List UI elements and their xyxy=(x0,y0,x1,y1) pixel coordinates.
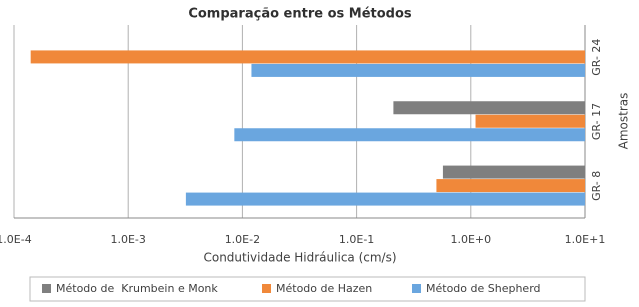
bar xyxy=(234,128,585,142)
x-tick-label: 1.0E-2 xyxy=(225,233,260,246)
x-tick-label: 1.0E-4 xyxy=(0,233,32,246)
y-tick-label: GR- 17 xyxy=(590,103,603,140)
x-axis-title: Condutividade Hidráulica (cm/s) xyxy=(203,251,396,265)
y-tick-label: GR- 8 xyxy=(590,171,603,201)
legend-swatch xyxy=(412,284,421,293)
y-tick-label: GR- 24 xyxy=(590,39,603,76)
legend-label: Método de Krumbein e Monk xyxy=(56,282,218,295)
x-tick-label: 1.0E+1 xyxy=(565,233,606,246)
legend-label: Método de Shepherd xyxy=(426,282,541,295)
bar xyxy=(30,50,586,64)
legend-label: Método de Hazen xyxy=(276,282,372,295)
x-tick-label: 1.0E-1 xyxy=(339,233,374,246)
legend-swatch xyxy=(42,284,51,293)
y-axis-title: Amostras xyxy=(617,93,631,150)
x-tick-label: 1.0E+0 xyxy=(450,233,491,246)
bar xyxy=(393,101,585,115)
chart-title: Comparação entre os Métodos xyxy=(188,7,412,22)
legend-swatch xyxy=(262,284,271,293)
bar xyxy=(251,63,585,77)
bar xyxy=(436,179,585,193)
legend-box xyxy=(29,276,586,302)
bar xyxy=(185,192,585,206)
bar xyxy=(442,165,585,179)
x-tick-label: 1.0E-3 xyxy=(110,233,145,246)
bar xyxy=(475,114,585,128)
